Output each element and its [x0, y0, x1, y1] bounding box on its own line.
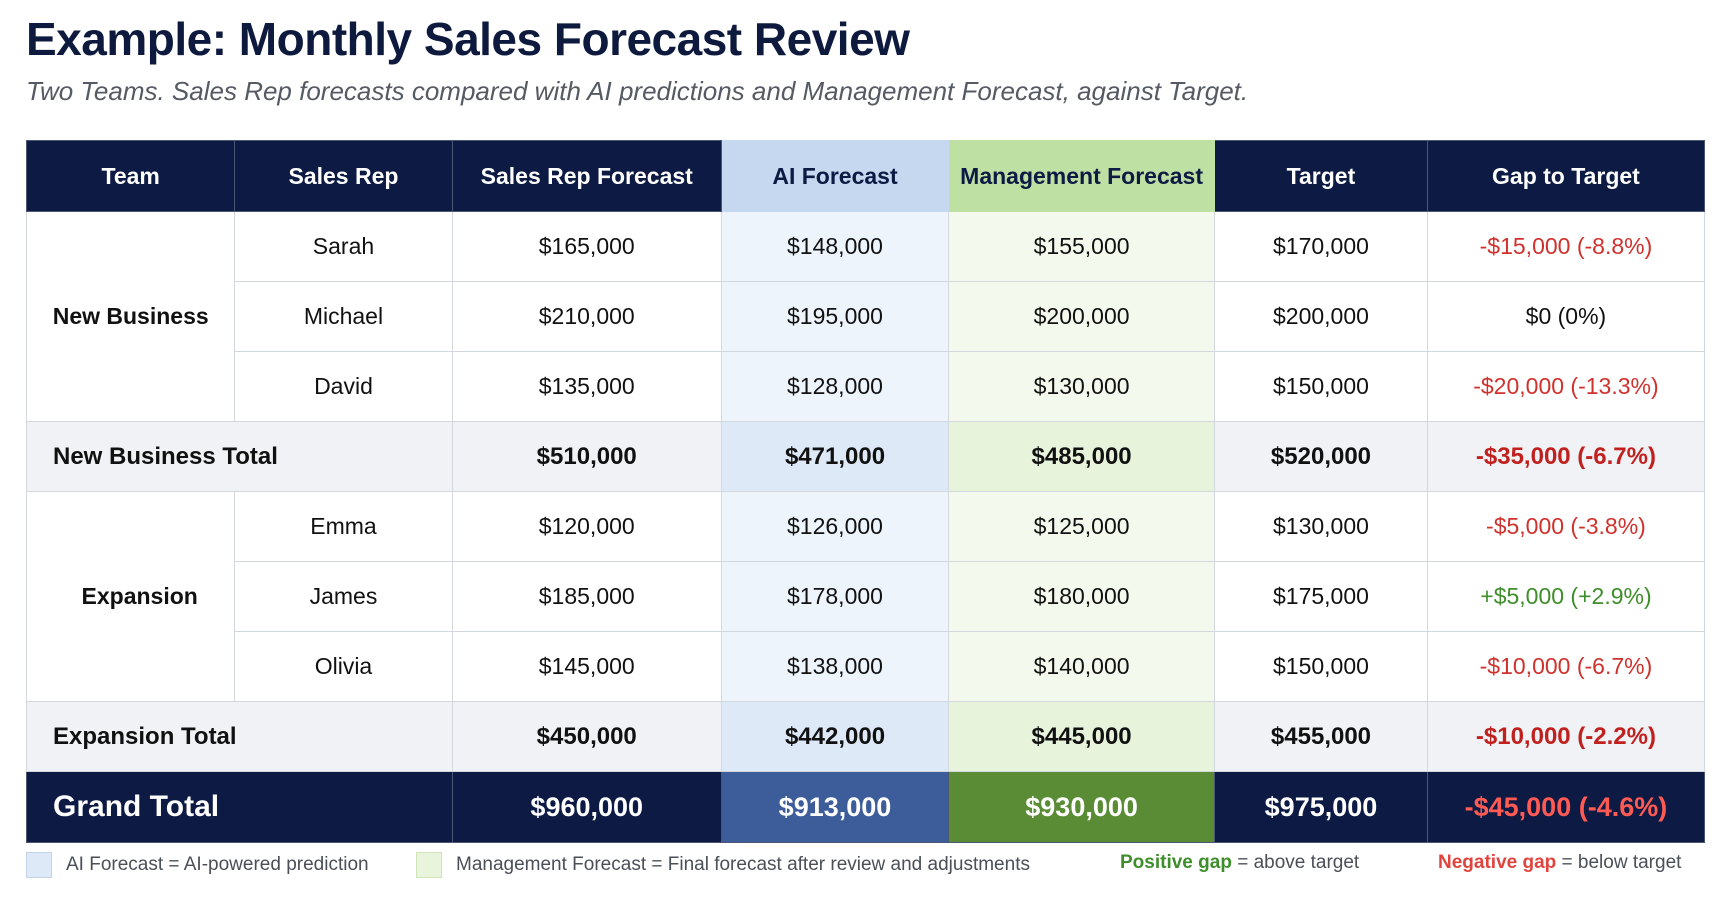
grand-total-row: Grand Total $960,000 $913,000 $930,000 $…: [26, 771, 1706, 843]
gap-cell: -$10,000 (-6.7%): [1426, 631, 1706, 702]
rep-forecast-cell: $185,000: [451, 561, 722, 632]
management-forecast-cell: $200,000: [948, 281, 1216, 352]
target-cell: $130,000: [1214, 491, 1428, 562]
rep-name: Michael: [234, 281, 453, 352]
page-subtitle: Two Teams. Sales Rep forecasts compared …: [26, 76, 1249, 106]
rep-forecast-cell: $145,000: [451, 631, 722, 702]
legend-ai: AI Forecast = AI-powered prediction: [26, 852, 369, 878]
page-title: Example: Monthly Sales Forecast Review: [26, 13, 910, 65]
ai-forecast-cell: $178,000: [720, 561, 950, 632]
subtotal-ai-forecast: $442,000: [720, 701, 950, 772]
table-row: Olivia $145,000 $138,000 $140,000 $150,0…: [27, 631, 1706, 702]
ai-forecast-cell: $128,000: [720, 351, 950, 422]
legend-positive: Positive gap = above target: [1120, 852, 1359, 874]
management-swatch: [416, 852, 442, 878]
grand-total-gap: -$45,000 (-4.6%): [1426, 771, 1706, 843]
grand-total-management-forecast: $930,000: [948, 771, 1216, 843]
ai-forecast-cell: $195,000: [720, 281, 950, 352]
header-row: Team Sales Rep Sales Rep Forecast AI For…: [25, 140, 1706, 212]
subtotal-row: Expansion Total $450,000 $442,000 $445,0…: [26, 701, 1706, 772]
subtotal-management-forecast: $485,000: [948, 421, 1216, 492]
header-target: Target: [1214, 140, 1428, 212]
ai-forecast-cell: $148,000: [720, 211, 950, 282]
target-cell: $150,000: [1214, 631, 1428, 702]
subtotal-management-forecast: $445,000: [948, 701, 1216, 772]
rep-name: Sarah: [234, 211, 453, 282]
table-row: David $135,000 $128,000 $130,000 $150,00…: [27, 351, 1706, 422]
legend-negative-desc: = below target: [1556, 852, 1682, 873]
team-name: Expansion: [25, 491, 236, 702]
team-name: New Business: [25, 211, 236, 422]
grand-total-label: Grand Total: [26, 771, 453, 843]
subtotal-rep-forecast: $450,000: [451, 701, 722, 772]
rep-forecast-cell: $135,000: [451, 351, 722, 422]
rep-name: James: [234, 561, 453, 632]
subtotal-target: $520,000: [1214, 421, 1428, 492]
grand-total-ai-forecast: $913,000: [720, 771, 950, 843]
header-management-forecast: Management Forecast: [948, 140, 1216, 212]
ai-forecast-cell: $126,000: [720, 491, 950, 562]
gap-cell: -$5,000 (-3.8%): [1426, 491, 1706, 562]
legend: AI Forecast = AI-powered prediction Mana…: [26, 852, 1705, 880]
legend-management: Management Forecast = Final forecast aft…: [416, 852, 1030, 878]
gap-cell: -$20,000 (-13.3%): [1426, 351, 1706, 422]
rep-forecast-cell: $120,000: [451, 491, 722, 562]
rep-forecast-cell: $165,000: [451, 211, 722, 282]
rep-name: Emma: [234, 491, 453, 562]
legend-negative-term: Negative gap: [1438, 852, 1557, 873]
legend-ai-text: AI Forecast = AI-powered prediction: [66, 854, 369, 875]
subtotal-target: $455,000: [1214, 701, 1428, 772]
forecast-table: Team Sales Rep Sales Rep Forecast AI For…: [25, 140, 1706, 843]
subtotal-gap: -$10,000 (-2.2%): [1426, 701, 1706, 772]
header-ai-forecast: AI Forecast: [720, 140, 950, 212]
management-forecast-cell: $155,000: [948, 211, 1216, 282]
target-cell: $175,000: [1214, 561, 1428, 632]
legend-negative: Negative gap = below target: [1438, 852, 1681, 874]
header-team: Team: [25, 140, 236, 212]
management-forecast-cell: $180,000: [948, 561, 1216, 632]
ai-forecast-cell: $138,000: [720, 631, 950, 702]
rep-name: David: [234, 351, 453, 422]
subtotal-row: New Business Total $510,000 $471,000 $48…: [26, 421, 1706, 492]
legend-positive-desc: = above target: [1231, 852, 1360, 873]
subtotal-label: Expansion Total: [26, 701, 453, 772]
grand-total-rep-forecast: $960,000: [451, 771, 722, 843]
header-sales-rep: Sales Rep: [234, 140, 453, 212]
management-forecast-cell: $140,000: [948, 631, 1216, 702]
target-cell: $200,000: [1214, 281, 1428, 352]
target-cell: $150,000: [1214, 351, 1428, 422]
table-row: Michael $210,000 $195,000 $200,000 $200,…: [27, 281, 1706, 352]
ai-swatch: [26, 852, 52, 878]
rep-forecast-cell: $210,000: [451, 281, 722, 352]
gap-cell: +$5,000 (+2.9%): [1426, 561, 1706, 632]
gap-cell: -$15,000 (-8.8%): [1426, 211, 1706, 282]
table-row: James $185,000 $178,000 $180,000 $175,00…: [27, 561, 1706, 632]
grand-total-target: $975,000: [1214, 771, 1428, 843]
table-row: New Business Sarah $165,000 $148,000 $15…: [25, 211, 1706, 422]
header-gap-to-target: Gap to Target: [1426, 140, 1706, 212]
gap-cell: $0 (0%): [1426, 281, 1706, 352]
subtotal-rep-forecast: $510,000: [451, 421, 722, 492]
header-sales-rep-forecast: Sales Rep Forecast: [451, 140, 722, 212]
rep-name: Olivia: [234, 631, 453, 702]
management-forecast-cell: $125,000: [948, 491, 1216, 562]
subtotal-gap: -$35,000 (-6.7%): [1426, 421, 1706, 492]
table-row: Expansion Emma $120,000 $126,000 $125,00…: [25, 491, 1706, 702]
management-forecast-cell: $130,000: [948, 351, 1216, 422]
subtotal-label: New Business Total: [26, 421, 453, 492]
subtotal-ai-forecast: $471,000: [720, 421, 950, 492]
target-cell: $170,000: [1214, 211, 1428, 282]
legend-management-text: Management Forecast = Final forecast aft…: [456, 854, 1030, 875]
legend-positive-term: Positive gap: [1120, 852, 1232, 873]
